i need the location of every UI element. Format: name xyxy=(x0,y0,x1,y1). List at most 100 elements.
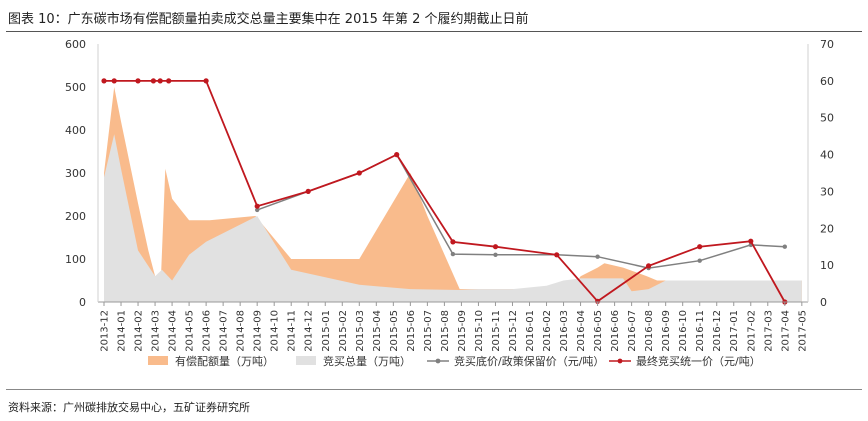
x-tick-label-15: 2015-03 xyxy=(355,310,366,352)
y-right-tick-label-2: 20 xyxy=(820,222,834,235)
x-tick-label-31: 2016-07 xyxy=(627,310,638,352)
y-right-tick-label-0: 0 xyxy=(820,296,827,309)
x-tick-label-1: 2014-01 xyxy=(117,310,128,352)
y-left-tick-label-6: 600 xyxy=(65,38,86,51)
title-rule xyxy=(6,31,862,32)
line-series-group xyxy=(101,78,788,305)
y-left-tick-label-4: 400 xyxy=(65,124,86,137)
legend: 有偿配额量（万吨） 竞买总量（万吨） 竞买底价/政策保留价（元/吨） 最终竞买统一价（… xyxy=(148,354,761,368)
x-tick-label-12: 2014-12 xyxy=(304,310,315,352)
x-tick-label-36: 2016-12 xyxy=(712,310,723,352)
x-tick-label-16: 2015-04 xyxy=(372,310,383,352)
x-tick-label-2: 2014-02 xyxy=(134,310,145,352)
axes-group: 0 100 200 300 400 500 600 0 10 20 30 40 50 60 70 2013-1… xyxy=(65,38,834,352)
x-tick-label-18: 2015-06 xyxy=(406,310,417,352)
x-tick-label-5: 2014-05 xyxy=(185,310,196,352)
line-series-1-point-1 xyxy=(111,78,117,84)
line-series-1-point-6 xyxy=(203,78,209,84)
line-series-1-point-8 xyxy=(305,188,311,194)
line-series-1-point-9 xyxy=(356,170,362,176)
source-note: 资料来源：广州碳排放交易中心，五矿证券研究所 xyxy=(8,401,250,414)
line-series-1-point-5 xyxy=(166,78,172,84)
line-series-1-point-14 xyxy=(595,298,601,304)
x-tick-label-9: 2014-09 xyxy=(253,310,264,352)
line-series-1-point-17 xyxy=(748,238,754,244)
x-tick-label-30: 2016-06 xyxy=(610,310,621,352)
x-tick-label-28: 2016-04 xyxy=(576,310,587,352)
line-series-1-point-15 xyxy=(646,263,652,269)
x-tick-label-14: 2015-02 xyxy=(338,310,349,352)
legend-label-1: 竞买总量（万吨） xyxy=(323,354,411,368)
x-tick-label-3: 2014-03 xyxy=(151,310,162,352)
x-tick-label-19: 2015-07 xyxy=(423,310,434,352)
line-series-1-point-11 xyxy=(450,239,456,245)
y-right-tick-label-5: 50 xyxy=(820,112,834,125)
x-tick-label-38: 2017-02 xyxy=(746,310,757,352)
line-series-1-point-16 xyxy=(697,244,703,250)
x-tick-label-23: 2015-11 xyxy=(491,310,502,352)
x-tick-label-10: 2014-10 xyxy=(270,310,281,352)
legend-swatch-0 xyxy=(148,356,168,365)
line-series-0-point-0 xyxy=(255,207,260,213)
line-series-0-point-7 xyxy=(595,254,600,259)
y-left-tick-label-2: 200 xyxy=(65,210,86,223)
x-tick-label-4: 2014-04 xyxy=(168,310,179,352)
source-rule xyxy=(6,389,862,390)
legend-label-2: 竞买底价/政策保留价（元/吨） xyxy=(454,354,604,368)
x-tick-label-34: 2016-10 xyxy=(678,310,689,352)
y-right-tick-label-6: 60 xyxy=(820,75,834,88)
x-tick-label-24: 2015-12 xyxy=(508,310,519,352)
y-left-tick-label-5: 500 xyxy=(65,81,86,94)
x-tick-label-39: 2017-03 xyxy=(763,310,774,352)
x-tick-label-32: 2016-08 xyxy=(644,310,655,352)
x-tick-label-25: 2016-01 xyxy=(525,310,536,352)
line-series-1-point-3 xyxy=(150,78,156,84)
x-tick-label-33: 2016-09 xyxy=(661,310,672,352)
x-tick-label-37: 2017-01 xyxy=(729,310,740,352)
line-series-1-point-12 xyxy=(492,244,499,250)
y-left-tick-label-1: 100 xyxy=(65,253,86,266)
line-series-0 xyxy=(256,153,785,269)
figure-title: 图表 10：广东碳市场有偿配额量拍卖成交总量主要集中在 2015 年第 2 个履… xyxy=(8,12,529,27)
x-tick-label-0: 2013-12 xyxy=(100,310,111,352)
x-tick-label-17: 2015-05 xyxy=(389,310,400,352)
y-left-tick-label-0: 0 xyxy=(79,296,86,309)
x-tick-label-29: 2016-05 xyxy=(593,310,604,352)
x-tick-label-20: 2015-08 xyxy=(440,310,451,352)
line-series-0-point-9 xyxy=(697,258,702,263)
y-right-tick-label-1: 10 xyxy=(820,259,834,272)
area-series-1 xyxy=(104,134,802,302)
y-right-tick-label-4: 40 xyxy=(820,149,834,162)
x-tick-label-7: 2014-07 xyxy=(219,310,230,352)
area-series-group xyxy=(104,87,802,302)
area-series-0 xyxy=(104,87,802,302)
legend-label-0: 有偿配额量（万吨） xyxy=(175,354,274,368)
x-tick-label-35: 2016-11 xyxy=(695,310,706,352)
line-series-1-point-13 xyxy=(554,252,560,258)
line-series-0-point-4 xyxy=(450,251,456,257)
x-tick-label-8: 2014-08 xyxy=(236,310,247,352)
y-left-tick-label-3: 300 xyxy=(65,167,86,180)
x-tick-label-6: 2014-06 xyxy=(202,310,213,352)
legend-swatch-1 xyxy=(296,356,316,365)
legend-label-3: 最终竞买统一价（元/吨） xyxy=(636,354,761,368)
y-right-tick-label-3: 30 xyxy=(820,185,834,198)
line-series-1-point-7 xyxy=(254,203,260,209)
line-series-1-point-10 xyxy=(394,152,400,158)
x-tick-label-27: 2016-03 xyxy=(559,310,570,352)
x-tick-label-41: 2017-05 xyxy=(797,310,808,352)
legend-marker-2 xyxy=(435,358,441,364)
x-tick-label-22: 2015-10 xyxy=(474,310,485,352)
x-tick-label-40: 2017-04 xyxy=(780,310,791,352)
line-series-0-point-5 xyxy=(493,252,498,257)
x-tick-label-26: 2016-02 xyxy=(542,310,553,352)
chart: 0 100 200 300 400 500 600 0 10 20 30 40 50 60 70 2013-1… xyxy=(65,38,834,368)
line-series-1-point-2 xyxy=(135,78,141,84)
x-tick-label-21: 2015-09 xyxy=(457,310,468,352)
line-series-1-point-0 xyxy=(101,78,107,84)
line-series-1-point-4 xyxy=(157,78,163,84)
line-series-0-point-11 xyxy=(782,244,787,249)
y-right-tick-label-7: 70 xyxy=(820,38,834,51)
legend-marker-3 xyxy=(617,358,623,364)
x-tick-label-13: 2015-01 xyxy=(321,310,332,352)
